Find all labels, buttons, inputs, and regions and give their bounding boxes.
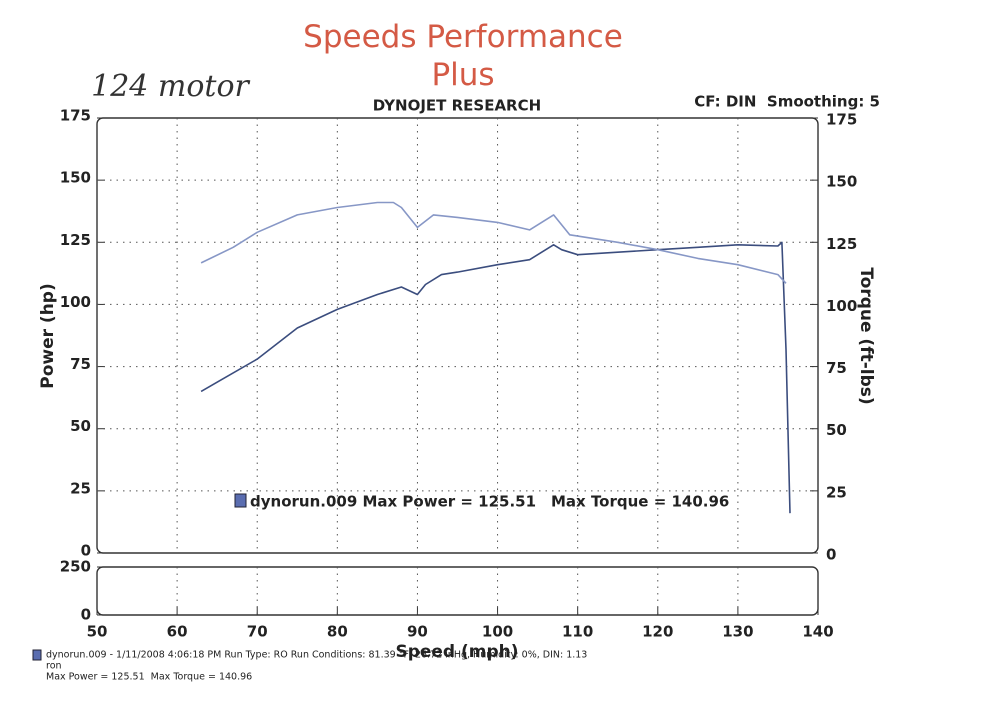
x-tick-label: 60 (167, 623, 188, 641)
y-tick-label: 0 (81, 542, 91, 560)
y2-tick-label: 0 (826, 546, 836, 564)
lower-panel-frame (96, 566, 819, 616)
y2-tick-label: 25 (826, 483, 847, 501)
subtitle: DYNOJET RESEARCH (373, 97, 541, 115)
x-tick-label: 120 (642, 623, 673, 641)
x-tick-label: 80 (327, 623, 348, 641)
y-tick-label: 25 (70, 479, 91, 497)
x-tick-label: 90 (407, 623, 428, 641)
x-tick-label: 100 (482, 623, 513, 641)
legend-torque: Max Torque = 140.96 (551, 493, 729, 511)
y2-tick-label: 175 (826, 111, 857, 129)
y2-tick-label: 150 (826, 173, 857, 191)
y-axis-label: Power (hp) (38, 283, 58, 389)
legend-swatch (234, 493, 247, 508)
settings-label: CF: DIN Smoothing: 5 (694, 93, 880, 111)
handwritten-note: 124 motor (91, 69, 250, 104)
y-tick-label: 100 (60, 293, 91, 311)
y2-tick-label: 75 (826, 359, 847, 377)
y2-tick-label: 50 (826, 421, 847, 439)
legend-power: dynorun.009 Max Power = 125.51 (250, 493, 536, 511)
y-tick-label: 150 (60, 169, 91, 187)
y-tick-label: 175 (60, 107, 91, 125)
y2-axis-label: Torque (ft-lbs) (856, 267, 876, 404)
chart-title-line: Speeds Performance Plus (303, 19, 623, 93)
y-tick-label: 75 (70, 355, 91, 373)
lower-y-tick-label: 0 (81, 606, 91, 624)
y2-tick-label: 125 (826, 235, 857, 253)
x-tick-label: 140 (802, 623, 833, 641)
x-tick-label: 50 (87, 623, 108, 641)
y-tick-label: 125 (60, 231, 91, 249)
y-tick-label: 50 (70, 417, 91, 435)
footer-line: ron (46, 661, 62, 672)
x-axis-label: Speed (mph) (395, 642, 518, 662)
y2-tick-label: 100 (826, 297, 857, 315)
x-tick-label: 70 (247, 623, 268, 641)
lower-y-tick-label: 250 (60, 558, 91, 576)
footer-line: Max Power = 125.51 Max Torque = 140.96 (46, 672, 252, 683)
plot-frame (96, 117, 819, 554)
series-line (200, 201, 787, 284)
footer-line: dynorun.009 - 1/11/2008 4:06:18 PM Run T… (46, 650, 587, 661)
x-tick-label: 130 (722, 623, 753, 641)
footer-swatch (32, 649, 42, 661)
series-line (200, 241, 791, 514)
x-tick-label: 110 (562, 623, 593, 641)
